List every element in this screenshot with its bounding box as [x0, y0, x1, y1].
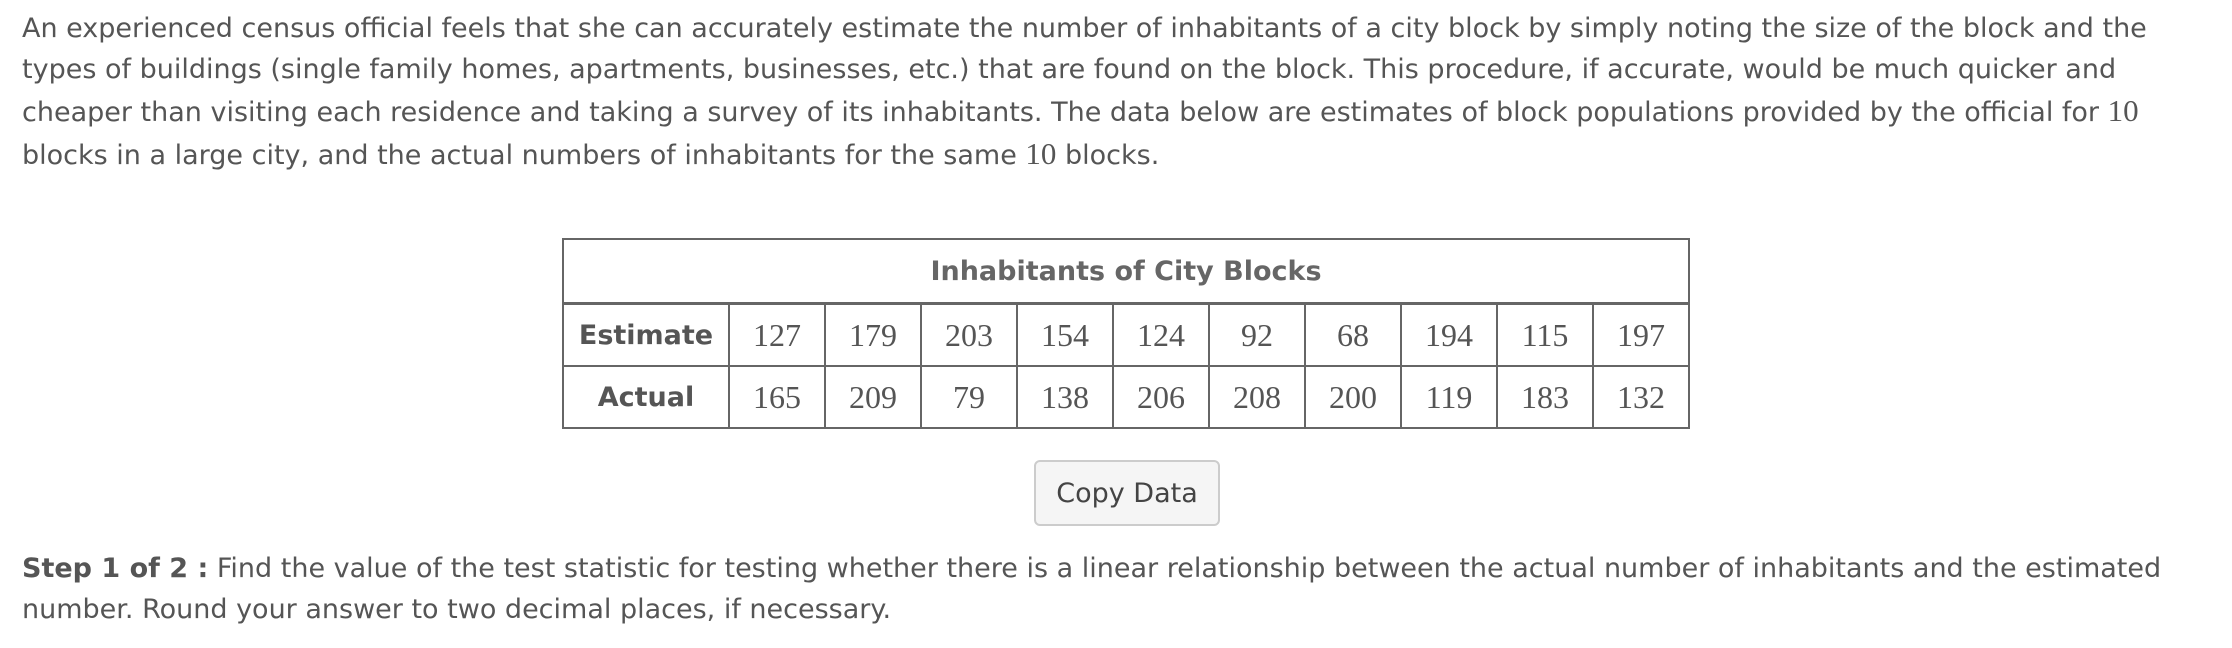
actual-cell: 119: [1400, 365, 1498, 429]
row-label-actual: Actual: [562, 365, 730, 429]
estimate-cell: 68: [1304, 302, 1402, 367]
block-count: 10: [1025, 136, 1057, 171]
block-count: 10: [2107, 93, 2139, 128]
step-text: Find the value of the test statistic for…: [22, 553, 2162, 625]
estimate-cell: 154: [1016, 302, 1114, 367]
row-label-estimate: Estimate: [562, 302, 730, 367]
actual-cell: 206: [1112, 365, 1210, 429]
intro-text-1: An experienced census official feels tha…: [22, 13, 2147, 128]
actual-cell: 132: [1592, 365, 1690, 429]
problem-statement: An experienced census official feels tha…: [22, 8, 2212, 176]
estimate-cell: 115: [1496, 302, 1594, 367]
table-title-row: Inhabitants of City Blocks: [563, 239, 1689, 305]
table-title: Inhabitants of City Blocks: [563, 239, 1689, 305]
actual-cell: 208: [1208, 365, 1306, 429]
estimate-cell: 194: [1400, 302, 1498, 367]
estimate-cell: 203: [920, 302, 1018, 367]
estimate-cell: 197: [1592, 302, 1690, 367]
actual-cell: 209: [824, 365, 922, 429]
table-row-estimate: Estimate 127 179 203 154 124 92 68 194 1…: [562, 302, 1690, 367]
actual-cell: 79: [920, 365, 1018, 429]
estimate-cell: 124: [1112, 302, 1210, 367]
estimate-cell: 92: [1208, 302, 1306, 367]
inhabitants-table: Inhabitants of City Blocks Estimate 127 …: [562, 238, 1690, 429]
step-label: Step 1 of 2 :: [22, 553, 209, 584]
actual-cell: 183: [1496, 365, 1594, 429]
intro-text-2: blocks in a large city, and the actual n…: [22, 140, 1026, 171]
step-instruction: Step 1 of 2 : Find the value of the test…: [22, 548, 2222, 630]
table-row-actual: Actual 165 209 79 138 206 208 200 119 18…: [562, 365, 1690, 429]
actual-cell: 165: [728, 365, 826, 429]
actual-cell: 138: [1016, 365, 1114, 429]
actual-cell: 200: [1304, 365, 1402, 429]
intro-text-3: blocks.: [1056, 140, 1160, 171]
copy-data-button[interactable]: Copy Data: [1034, 460, 1220, 526]
estimate-cell: 127: [728, 302, 826, 367]
estimate-cell: 179: [824, 302, 922, 367]
